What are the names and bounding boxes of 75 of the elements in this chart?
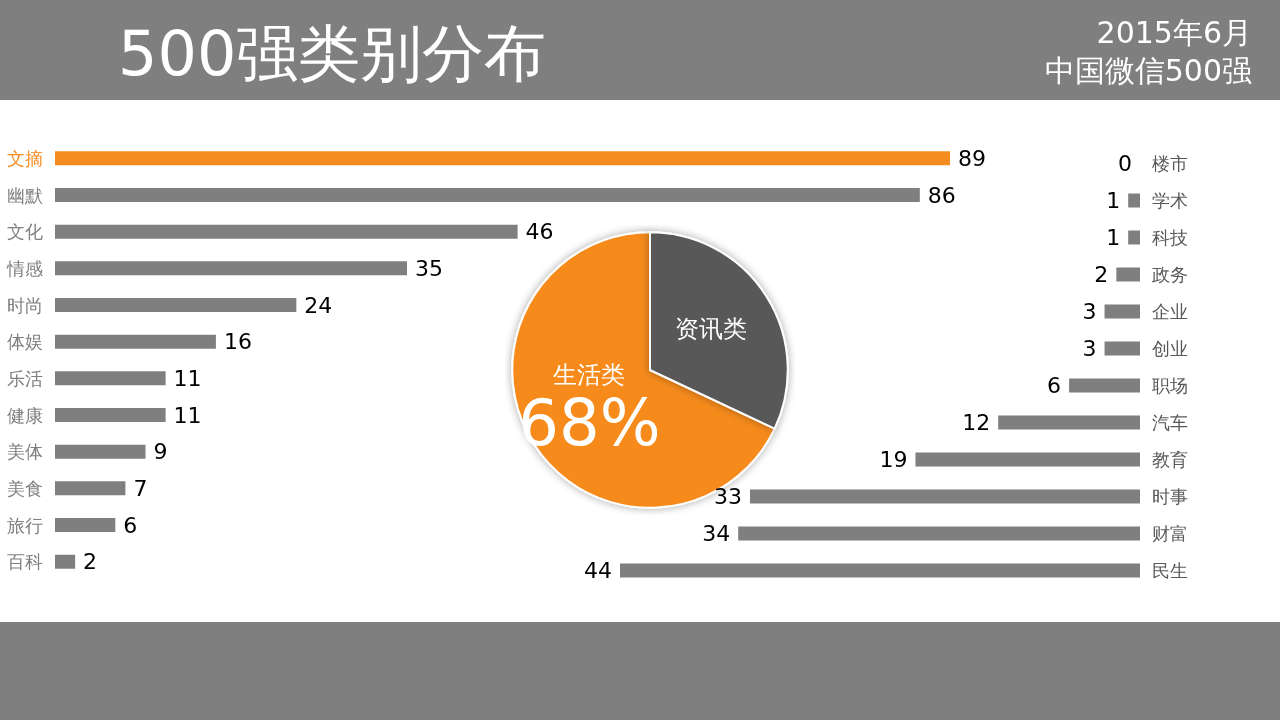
text: 2015年6月 [1095,14,1252,52]
data-label: 89 [958,145,986,171]
data-label: 0 [1118,151,1132,176]
data-label: 9 [153,439,168,465]
bar [55,188,920,202]
data-label: 6 [123,512,138,538]
y-tick-label: 学术 [1152,190,1188,211]
data-label: 44 [584,558,612,583]
bar [1104,341,1140,356]
data-label: 86 [927,182,956,208]
y-tick-label: 教育 [1152,449,1188,470]
bar [1116,267,1140,282]
bar [55,408,166,422]
y-tick-label: 文化 [7,221,43,243]
data-label: 2 [83,549,98,575]
y-tick-label: 幽默 [7,184,43,206]
bar [620,563,1140,578]
data-label: 24 [304,292,333,318]
bar [55,261,407,276]
y-tick-label: 企业 [1152,301,1188,322]
data-label: 3 [1082,336,1097,361]
bar [915,452,1140,467]
y-tick-label: 政务 [1152,264,1188,285]
data-label: 2 [1094,262,1109,287]
y-tick-label: 财富 [1152,523,1188,544]
bar [55,334,216,349]
data-label: 19 [879,447,908,472]
y-tick-label: 楼市 [1152,153,1188,174]
bar [750,489,1140,504]
y-tick-label: 乐活 [7,367,43,389]
bar [1128,230,1140,245]
slice-label: 资讯类 [674,315,747,344]
bar [55,224,518,239]
data-label: 35 [414,255,443,281]
y-tick-label: 体娱 [7,331,43,353]
data-label: 7 [133,475,148,501]
bar [55,444,146,459]
bar [1069,378,1140,393]
y-tick-label: 创业 [1152,338,1188,359]
y-tick-label: 情感 [6,257,43,279]
y-tick-label: 时事 [1152,486,1188,507]
data-label: 16 [223,329,252,355]
chart-title: 500强类别分布 [118,16,547,92]
bar [55,371,166,386]
y-tick-label: 文摘 [7,147,43,169]
data-label: 33 [714,484,742,509]
y-tick-label: 健康 [7,404,43,426]
bar [998,415,1140,430]
y-tick-label: 民生 [1152,560,1188,581]
data-label: 1 [1106,188,1121,213]
y-tick-label: 职场 [1152,375,1188,396]
text: 中国微信500强 [1044,52,1252,90]
data-label: 11 [173,402,202,428]
bar [738,526,1140,541]
data-label: 34 [702,521,731,546]
y-tick-label: 汽车 [1152,412,1188,433]
data-label: 1 [1106,225,1121,250]
bar [55,481,126,496]
bar [1128,193,1140,208]
y-tick-label: 美食 [7,477,43,499]
y-tick-label: 美体 [7,441,43,463]
bar [55,554,76,569]
bar [55,298,297,312]
bar [55,151,950,166]
data-label: 11 [173,365,202,391]
y-tick-label: 旅行 [7,514,43,536]
data-label: 12 [962,410,991,435]
y-tick-label: 时尚 [7,294,43,316]
data-label: 6 [1047,373,1062,398]
bar [55,518,116,532]
y-tick-label: 百科 [7,551,43,573]
y-tick-label: 科技 [1152,227,1188,248]
data-label: 46 [525,219,554,245]
data-label: 3 [1082,299,1097,324]
bar [1104,304,1140,319]
